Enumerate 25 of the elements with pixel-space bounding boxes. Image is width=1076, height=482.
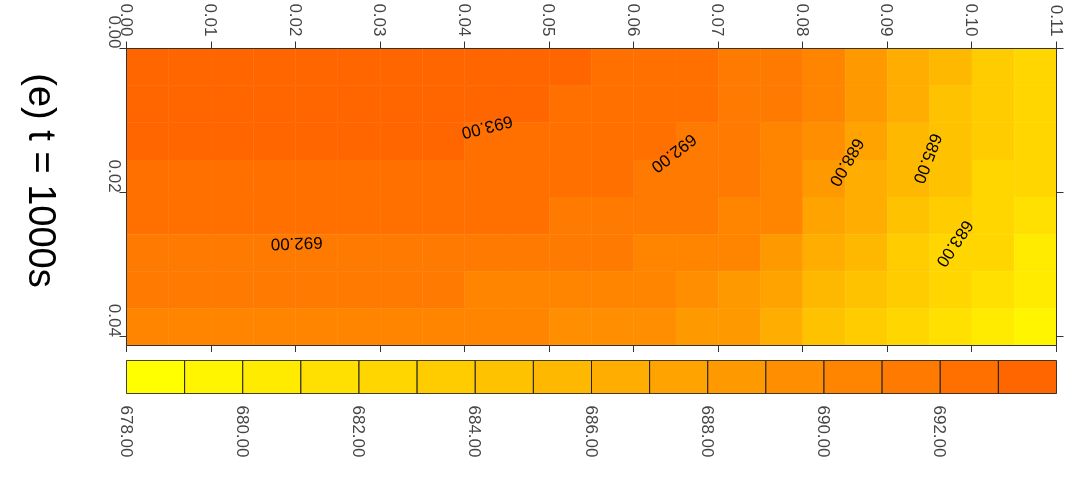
color-bar-label: 682.00 — [349, 405, 368, 458]
x-tick-label: 0.09 — [877, 3, 897, 37]
color-bar-label: 688.00 — [697, 405, 717, 458]
x-tick-label: 0.06 — [623, 3, 643, 37]
annotation: 692.00 — [270, 233, 323, 254]
annotation: 685.00 — [909, 130, 946, 187]
x-tick-label: 0.08 — [792, 3, 812, 37]
x-tick-label: 0.10 — [961, 3, 981, 37]
x-tick-label: 0.05 — [539, 3, 559, 37]
color-bar-label: 692.00 — [930, 405, 950, 458]
color-bar-label: 690.00 — [814, 405, 833, 458]
color-bar-label: 684.00 — [465, 405, 485, 458]
text: (e) t = 1000s — [20, 73, 63, 288]
y-tick-label: 0.02 — [104, 159, 124, 193]
x-tick-label: 0.03 — [370, 3, 390, 37]
color-bar-label: 686.00 — [581, 405, 601, 458]
annotation: 693.00 — [459, 111, 515, 143]
x-tick-label: 0.04 — [454, 3, 474, 37]
x-tick-label: 0.02 — [285, 3, 305, 37]
x-tick-label: 0.11 — [1046, 4, 1066, 37]
y-tick-label: 0.04 — [104, 303, 124, 337]
color-bar-label: 678.00 — [116, 405, 136, 458]
x-tick-label: 0.01 — [201, 3, 221, 37]
color-bar-label: 680.00 — [232, 405, 252, 458]
x-tick-label: 0.07 — [708, 3, 728, 37]
